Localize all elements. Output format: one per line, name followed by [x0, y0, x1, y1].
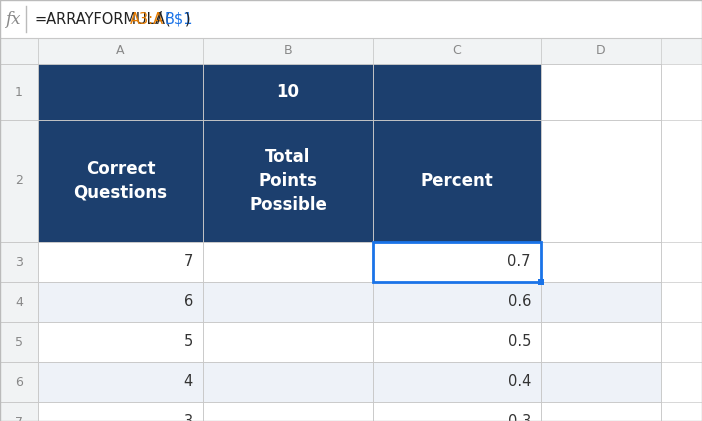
Text: 0.6: 0.6 — [508, 295, 531, 309]
Bar — [38, 120, 203, 242]
Text: /: / — [157, 11, 162, 27]
Text: Total
Points
Possible: Total Points Possible — [249, 148, 327, 213]
Text: A3:A: A3:A — [130, 11, 164, 27]
Bar — [0, 120, 38, 242]
Bar — [38, 38, 203, 64]
Text: 4: 4 — [15, 296, 23, 309]
Bar — [203, 402, 373, 421]
Bar — [203, 64, 373, 120]
Bar — [541, 282, 661, 322]
Bar — [541, 362, 661, 402]
Bar — [538, 279, 544, 285]
Text: 3: 3 — [184, 415, 193, 421]
Bar — [0, 0, 702, 38]
Text: 2: 2 — [15, 174, 23, 187]
Text: 3: 3 — [15, 256, 23, 269]
Bar — [203, 38, 373, 64]
Bar — [373, 322, 541, 362]
Bar — [373, 64, 541, 120]
Text: 0.5: 0.5 — [508, 335, 531, 349]
Text: A: A — [117, 45, 125, 58]
Text: B: B — [284, 45, 292, 58]
Bar — [541, 38, 661, 64]
Text: 10: 10 — [277, 83, 300, 101]
Text: 5: 5 — [15, 336, 23, 349]
Bar — [38, 402, 203, 421]
Text: B$1: B$1 — [164, 11, 193, 27]
Bar — [541, 64, 661, 120]
Text: 1: 1 — [15, 85, 23, 99]
Text: C: C — [453, 45, 461, 58]
Text: 4: 4 — [184, 375, 193, 389]
Text: 7: 7 — [15, 416, 23, 421]
Text: Correct
Questions: Correct Questions — [74, 160, 168, 202]
Text: 7: 7 — [184, 255, 193, 269]
Bar — [38, 282, 203, 322]
Bar — [203, 120, 373, 242]
Text: Percent: Percent — [420, 172, 494, 190]
Bar — [373, 120, 541, 242]
Bar — [373, 402, 541, 421]
Bar — [203, 242, 373, 282]
Bar — [38, 64, 203, 120]
Bar — [38, 362, 203, 402]
Bar — [0, 282, 38, 322]
Bar — [541, 242, 661, 282]
Text: 0.4: 0.4 — [508, 375, 531, 389]
Text: 0.3: 0.3 — [508, 415, 531, 421]
Bar — [203, 362, 373, 402]
Bar — [38, 242, 203, 282]
Text: 6: 6 — [15, 376, 23, 389]
Bar — [38, 322, 203, 362]
Text: 6: 6 — [184, 295, 193, 309]
Bar — [0, 38, 702, 64]
Bar — [373, 242, 541, 282]
Text: fx: fx — [5, 11, 21, 27]
Bar — [541, 322, 661, 362]
Text: 5: 5 — [184, 335, 193, 349]
Bar — [541, 120, 661, 242]
Bar — [203, 282, 373, 322]
Bar — [373, 242, 541, 282]
Bar — [0, 242, 38, 282]
Bar — [0, 322, 38, 362]
Bar — [0, 362, 38, 402]
Bar — [203, 322, 373, 362]
Text: D: D — [596, 45, 606, 58]
Bar — [0, 38, 38, 64]
Bar — [373, 362, 541, 402]
Text: 0.7: 0.7 — [508, 255, 531, 269]
Bar — [373, 38, 541, 64]
Bar — [541, 402, 661, 421]
Bar — [0, 402, 38, 421]
Text: =ARRAYFORMULA(: =ARRAYFORMULA( — [35, 11, 172, 27]
Bar — [0, 64, 38, 120]
Bar — [373, 282, 541, 322]
Text: ): ) — [185, 11, 190, 27]
